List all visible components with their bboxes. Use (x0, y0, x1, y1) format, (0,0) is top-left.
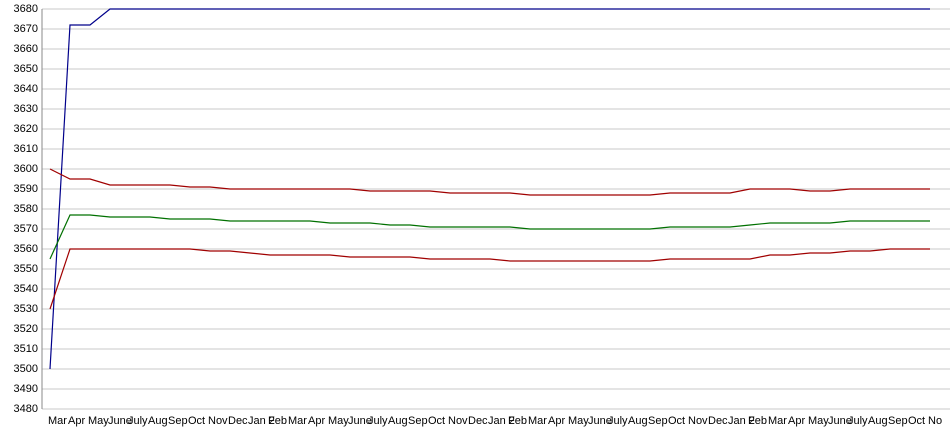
x-tick-label: May (568, 415, 589, 427)
series-line (49, 214, 930, 260)
y-tick-label: 3570 (14, 223, 38, 235)
x-tick-label: Feb (508, 415, 527, 427)
x-tick-label: Apr (68, 415, 85, 427)
y-tick-label: 3510 (14, 343, 38, 355)
x-tick-label: Nov (688, 415, 708, 427)
x-tick-label: Oct (428, 415, 445, 427)
x-tick-label: July (848, 415, 868, 427)
x-tick-label: Dec (468, 415, 488, 427)
x-tick-label: Apr (308, 415, 325, 427)
x-tick-label: Jan 2 (248, 415, 275, 427)
x-tick-label: Aug (388, 415, 408, 427)
x-tick-label: Sep (408, 415, 428, 427)
y-tick-label: 3670 (14, 23, 38, 35)
x-tick-label: No (928, 415, 942, 427)
x-tick-label: Oct (668, 415, 685, 427)
x-tick-label: Nov (448, 415, 468, 427)
y-tick-label: 3540 (14, 283, 38, 295)
x-tick-label: May (88, 415, 109, 427)
y-tick-label: 3680 (14, 3, 38, 15)
x-tick-label: July (128, 415, 148, 427)
x-tick-label: Mar (288, 415, 307, 427)
y-tick-label: 3610 (14, 143, 38, 155)
x-tick-label: Oct (188, 415, 205, 427)
x-tick-label: Aug (868, 415, 888, 427)
y-tick-label: 3600 (14, 163, 38, 175)
y-tick-label: 3630 (14, 103, 38, 115)
y-tick-label: 3620 (14, 123, 38, 135)
series-line (49, 248, 930, 310)
x-tick-label: Feb (268, 415, 287, 427)
y-tick-label: 3660 (14, 43, 38, 55)
x-tick-label: Aug (148, 415, 168, 427)
x-tick-label: Feb (748, 415, 767, 427)
series-line (49, 168, 930, 196)
y-tick-label: 3480 (14, 403, 38, 415)
x-tick-label: May (328, 415, 349, 427)
y-tick-label: 3490 (14, 383, 38, 395)
x-tick-label: June (588, 415, 612, 427)
x-tick-label: Aug (628, 415, 648, 427)
y-tick-label: 3500 (14, 363, 38, 375)
x-tick-label: June (348, 415, 372, 427)
x-tick-label: Nov (208, 415, 228, 427)
x-tick-label: June (828, 415, 852, 427)
x-tick-label: Sep (648, 415, 668, 427)
x-tick-label: Sep (168, 415, 188, 427)
x-tick-label: Mar (48, 415, 67, 427)
y-tick-label: 3520 (14, 323, 38, 335)
y-tick-label: 3650 (14, 63, 38, 75)
x-tick-label: Jan 2 (488, 415, 515, 427)
y-tick-label: 3640 (14, 83, 38, 95)
x-tick-label: Dec (708, 415, 728, 427)
x-tick-label: Dec (228, 415, 248, 427)
y-tick-label: 3560 (14, 243, 38, 255)
y-tick-label: 3580 (14, 203, 38, 215)
x-tick-label: Apr (548, 415, 565, 427)
x-tick-label: July (368, 415, 388, 427)
x-tick-label: Mar (528, 415, 547, 427)
x-tick-label: Jan 2 (728, 415, 755, 427)
x-tick-label: Apr (788, 415, 805, 427)
x-tick-label: May (808, 415, 829, 427)
x-tick-label: July (608, 415, 628, 427)
y-tick-label: 3550 (14, 263, 38, 275)
y-tick-label: 3530 (14, 303, 38, 315)
x-tick-label: Sep (888, 415, 908, 427)
x-tick-label: Oct (908, 415, 925, 427)
x-tick-label: June (108, 415, 132, 427)
y-tick-label: 3590 (14, 183, 38, 195)
series-line (49, 8, 930, 370)
x-tick-label: Mar (768, 415, 787, 427)
